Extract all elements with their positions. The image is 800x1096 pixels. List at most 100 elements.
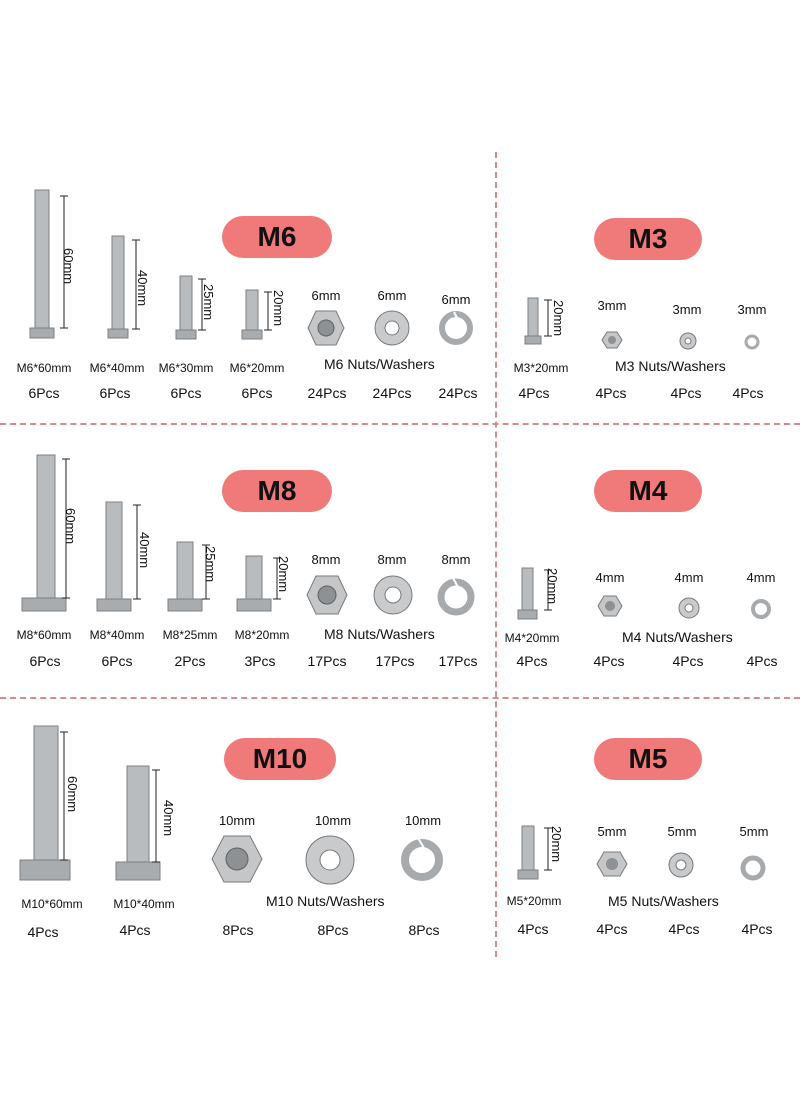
bolt-label: M6*60mm bbox=[16, 361, 72, 375]
pcs-count: 4Pcs bbox=[746, 653, 778, 669]
bolt-m8-40-length: 40mm bbox=[137, 532, 152, 569]
pcs-count: 3Pcs bbox=[244, 653, 276, 669]
nuts-washers-label: M6 Nuts/Washers bbox=[324, 356, 435, 372]
bolt-m8-20-image bbox=[236, 555, 281, 612]
spring-washer-image bbox=[401, 837, 443, 881]
bolt-m6-20-length: 20mm bbox=[271, 290, 286, 327]
section-title-m3: M3 bbox=[594, 218, 702, 260]
bolt-m3-20-image bbox=[524, 297, 552, 345]
section-title-m8: M8 bbox=[222, 470, 332, 512]
flat-washer-image bbox=[305, 835, 355, 885]
pcs-count: 24Pcs bbox=[372, 385, 412, 401]
pcs-count: 2Pcs bbox=[174, 653, 206, 669]
pcs-count: 4Pcs bbox=[670, 385, 702, 401]
nuts-washers-label: M3 Nuts/Washers bbox=[615, 358, 726, 374]
pcs-count: 6Pcs bbox=[99, 385, 131, 401]
vertical-divider bbox=[495, 152, 497, 957]
bolt-label: M6*30mm bbox=[158, 361, 214, 375]
nuts-washers-label: M4 Nuts/Washers bbox=[622, 629, 733, 645]
bolt-label: M4*20mm bbox=[504, 631, 560, 645]
bolt-m8-60-image bbox=[21, 454, 70, 612]
flat-washer-image bbox=[679, 332, 697, 350]
spring-washer-image bbox=[740, 855, 766, 881]
bolt-label: M8*20mm bbox=[234, 628, 290, 642]
bolt-label: M10*40mm bbox=[113, 897, 175, 911]
spring-washer-image bbox=[439, 311, 473, 345]
washer-size: 4mm bbox=[674, 570, 704, 585]
bolt-label: M6*40mm bbox=[89, 361, 145, 375]
pcs-count: 8Pcs bbox=[222, 922, 254, 938]
bolt-label: M3*20mm bbox=[513, 361, 569, 375]
bolt-m3-20-length: 20mm bbox=[551, 300, 566, 337]
bolt-m8-25-image bbox=[167, 541, 210, 612]
hex-nut-image bbox=[307, 310, 345, 346]
pcs-count: 4Pcs bbox=[732, 385, 764, 401]
pcs-count: 8Pcs bbox=[317, 922, 349, 938]
section-title-m5: M5 bbox=[594, 738, 702, 780]
washer-size: 10mm bbox=[314, 813, 352, 828]
nuts-washers-label: M10 Nuts/Washers bbox=[266, 893, 385, 909]
nut-size: 3mm bbox=[597, 298, 627, 313]
bolt-m10-40-image bbox=[115, 765, 161, 881]
nuts-washers-label: M5 Nuts/Washers bbox=[608, 893, 719, 909]
bolt-m4-20-length: 20mm bbox=[545, 568, 560, 605]
pcs-count: 17Pcs bbox=[307, 653, 347, 669]
pcs-count: 4Pcs bbox=[593, 653, 625, 669]
bolt-label: M8*60mm bbox=[16, 628, 72, 642]
bolt-m6-40-image bbox=[107, 235, 140, 339]
pcs-count: 4Pcs bbox=[596, 921, 628, 937]
pcs-count: 4Pcs bbox=[668, 921, 700, 937]
pcs-count: 17Pcs bbox=[438, 653, 478, 669]
bolt-label: M8*25mm bbox=[162, 628, 218, 642]
pcs-count: 4Pcs bbox=[741, 921, 773, 937]
nut-size: 5mm bbox=[597, 824, 627, 839]
section-title-m6: M6 bbox=[222, 216, 332, 258]
bolt-m5-20-length: 20mm bbox=[549, 826, 564, 863]
pcs-count: 6Pcs bbox=[241, 385, 273, 401]
bolt-m8-25-length: 25mm bbox=[203, 546, 218, 583]
spring-washer-image bbox=[751, 599, 771, 619]
section-title-m10: M10 bbox=[224, 738, 336, 780]
pcs-count: 4Pcs bbox=[518, 385, 550, 401]
horizontal-divider-2 bbox=[0, 697, 800, 699]
bolt-m5-20-image bbox=[517, 825, 552, 880]
pcs-count: 4Pcs bbox=[517, 921, 549, 937]
pcs-count: 6Pcs bbox=[28, 385, 60, 401]
washer-size: 5mm bbox=[667, 824, 697, 839]
nuts-washers-label: M8 Nuts/Washers bbox=[324, 626, 435, 642]
pcs-count: 6Pcs bbox=[29, 653, 61, 669]
bolt-m6-30-length: 25mm bbox=[201, 284, 216, 321]
pcs-count: 4Pcs bbox=[119, 922, 151, 938]
nut-size: 4mm bbox=[595, 570, 625, 585]
bolt-m10-60-image bbox=[19, 725, 71, 881]
spring-washer-size: 6mm bbox=[441, 292, 471, 307]
spring-washer-image bbox=[437, 577, 475, 616]
flat-washer-image bbox=[678, 597, 700, 619]
pcs-count: 6Pcs bbox=[101, 653, 133, 669]
hex-nut-image bbox=[596, 851, 628, 877]
spring-washer-size: 8mm bbox=[441, 552, 471, 567]
flat-washer-image bbox=[374, 310, 410, 346]
bolt-label: M8*40mm bbox=[89, 628, 145, 642]
bolt-m6-40-length: 40mm bbox=[135, 270, 150, 307]
spring-washer-size: 10mm bbox=[404, 813, 442, 828]
hex-nut-image bbox=[601, 331, 623, 349]
bolt-m10-60-length: 60mm bbox=[65, 776, 80, 813]
spring-washer-size: 4mm bbox=[746, 570, 776, 585]
nut-size: 6mm bbox=[311, 288, 341, 303]
hex-nut-image bbox=[211, 835, 263, 883]
spring-washer-size: 5mm bbox=[739, 824, 769, 839]
pcs-count: 4Pcs bbox=[672, 653, 704, 669]
bolt-m6-30-image bbox=[175, 275, 206, 340]
bolt-m8-40-image bbox=[96, 501, 141, 612]
nut-size: 8mm bbox=[311, 552, 341, 567]
bolt-m8-20-length: 20mm bbox=[276, 556, 291, 593]
pcs-count: 4Pcs bbox=[516, 653, 548, 669]
bolt-m6-60-image bbox=[29, 189, 68, 339]
pcs-count: 24Pcs bbox=[438, 385, 478, 401]
nut-size: 10mm bbox=[218, 813, 256, 828]
bolt-m6-20-image bbox=[241, 289, 272, 340]
horizontal-divider-1 bbox=[0, 423, 800, 425]
bolt-label: M6*20mm bbox=[229, 361, 285, 375]
bolt-m4-20-image bbox=[517, 567, 552, 620]
